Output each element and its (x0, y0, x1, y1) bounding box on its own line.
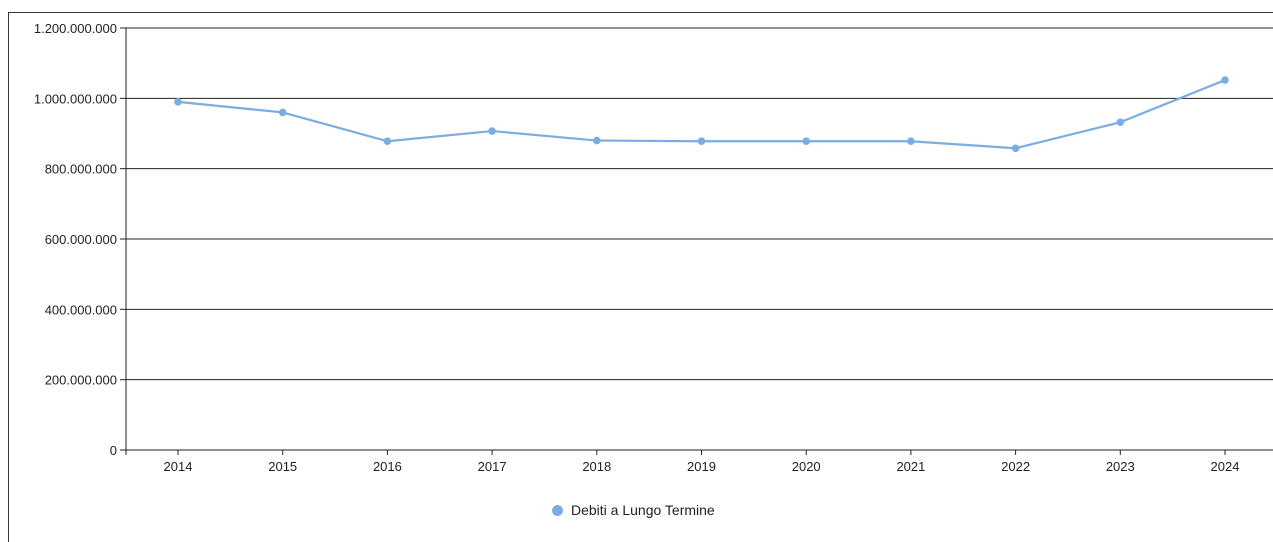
data-point (278, 108, 287, 117)
x-tick-label: 2023 (1106, 459, 1135, 474)
data-point (1116, 118, 1125, 127)
x-axis-ticks: 2014 2015 2016 2017 2018 2019 2020 2021 2022 2023… (164, 450, 1240, 474)
x-tick-label: 2016 (373, 459, 402, 474)
data-point (1011, 144, 1020, 153)
data-point (907, 137, 915, 146)
legend-marker (552, 504, 563, 516)
chart-frame (8, 12, 1273, 542)
legend-label: Debiti a Lungo Termine (571, 502, 715, 518)
data-point (1221, 76, 1229, 84)
x-tick-label: 2017 (478, 459, 507, 474)
data-point (383, 137, 392, 146)
x-tick-label: 2022 (1001, 459, 1030, 474)
data-point (488, 127, 496, 135)
y-tick-label: 0 (110, 443, 117, 458)
data-point (174, 98, 182, 106)
x-tick-label: 2021 (896, 459, 925, 474)
x-tick-label: 2014 (164, 459, 193, 474)
line-chart: 0 200.000.000 400.000.000 600.000.000 800.00… (34, 21, 1273, 474)
grid-lines (120, 27, 1273, 455)
data-point (593, 136, 601, 145)
y-tick-label: 600.000.000 (45, 232, 117, 247)
y-axis-ticks: 0 200.000.000 400.000.000 600.000.000 800.00… (34, 21, 117, 458)
y-tick-label: 1.200.000.000 (34, 21, 117, 36)
data-point (802, 137, 810, 146)
x-tick-label: 2024 (1211, 459, 1240, 474)
y-tick-label: 1.000.000.000 (34, 91, 117, 106)
x-tick-label: 2018 (582, 459, 611, 474)
x-tick-label: 2019 (687, 459, 716, 474)
data-point (697, 137, 706, 146)
series-layer (174, 76, 1229, 153)
x-tick-label: 2020 (792, 459, 821, 474)
x-tick-label: 2015 (268, 459, 297, 474)
y-tick-label: 200.000.000 (45, 373, 117, 388)
y-tick-label: 800.000.000 (45, 162, 117, 177)
y-tick-label: 400.000.000 (45, 302, 117, 317)
legend: Debiti a Lungo Termine (552, 500, 715, 520)
